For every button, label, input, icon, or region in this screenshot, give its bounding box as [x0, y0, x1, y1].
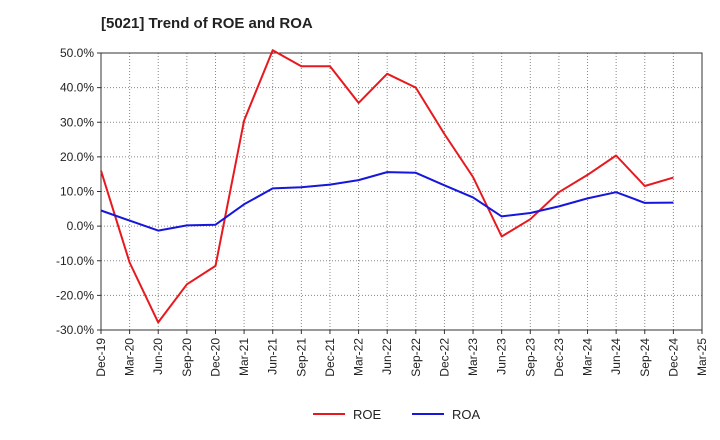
x-tick-label: Dec-20 [208, 338, 222, 377]
y-tick-label: 20.0% [60, 150, 94, 164]
y-tick-label: 30.0% [60, 115, 94, 129]
x-tick-label: Jun-21 [266, 338, 280, 375]
x-tick-label: Dec-23 [552, 338, 566, 377]
series-layer [100, 49, 674, 324]
y-tick-label: -20.0% [56, 288, 94, 302]
x-tick-label: Mar-20 [123, 338, 137, 376]
x-tick-label: Mar-23 [466, 338, 480, 376]
y-tick-label: -10.0% [56, 254, 94, 268]
x-tick-label: Sep-24 [638, 338, 652, 377]
x-tick-label: Mar-24 [581, 338, 595, 376]
x-tick-label: Dec-22 [437, 338, 451, 377]
x-tick-label: Sep-22 [409, 338, 423, 377]
x-tick-label: Jun-24 [609, 338, 623, 375]
x-tick-label: Sep-23 [523, 338, 537, 377]
y-tick-label: 10.0% [60, 185, 94, 199]
y-tick-label: 0.0% [67, 219, 95, 233]
x-tick-label: Dec-24 [666, 338, 680, 377]
x-tick-label: Dec-19 [94, 338, 108, 377]
legend-label-roe: ROE [353, 407, 382, 422]
series-line-roa [100, 171, 674, 232]
y-tick-label: 50.0% [60, 46, 94, 60]
y-tick-label: -30.0% [56, 323, 94, 337]
x-tick-label: Jun-23 [495, 338, 509, 375]
x-tick-label: Mar-25 [695, 338, 709, 376]
x-tick-label: Dec-21 [323, 338, 337, 377]
y-tick-label: 40.0% [60, 81, 94, 95]
plot-border [100, 52, 703, 331]
legend-label-roa: ROA [452, 407, 481, 422]
x-tick-label: Sep-20 [180, 338, 194, 377]
axis-layer: -30.0% -20.0% -10.0% 0.0% 10.0% 20.0% 30.0% 40.… [56, 46, 709, 377]
x-tick-label: Jun-22 [380, 338, 394, 375]
series-line-roe [100, 49, 674, 324]
legend: ROE ROA [313, 407, 481, 422]
x-tick-label: Jun-20 [151, 338, 165, 375]
x-tick-label: Mar-22 [352, 338, 366, 376]
grid-layer [100, 52, 703, 331]
x-tick-label: Mar-21 [237, 338, 251, 376]
x-tick-label: Sep-21 [294, 338, 308, 377]
chart-title: [5021] Trend of ROE and ROA [101, 15, 313, 32]
